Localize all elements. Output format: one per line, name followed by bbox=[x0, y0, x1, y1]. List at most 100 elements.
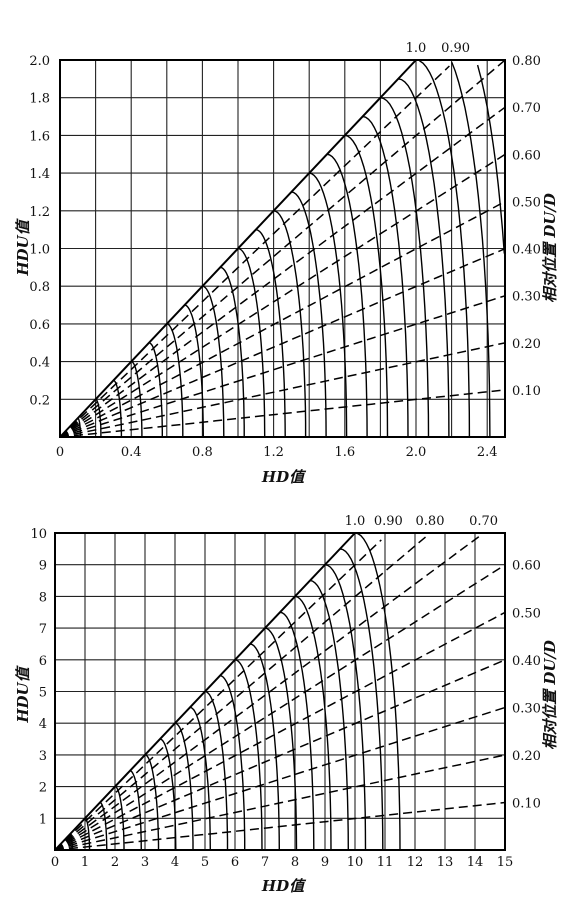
chart-2-solid-curve bbox=[234, 659, 263, 851]
chart-2-x-tick-label: 4 bbox=[171, 855, 179, 870]
chart-1-solid-curve bbox=[166, 323, 184, 437]
chart-1-solid-curve bbox=[362, 115, 409, 438]
chart-1-x-tick-label: 0.8 bbox=[192, 445, 213, 460]
chart-2-solid-curve bbox=[294, 595, 332, 851]
chart-2-solid-curve bbox=[279, 611, 315, 851]
chart-1-solid-curve bbox=[291, 191, 327, 438]
chart-1-x-tick-label: 1.2 bbox=[263, 445, 284, 460]
chart-2-y-tick-label: 10 bbox=[30, 527, 47, 542]
chart-2-solid-curve bbox=[264, 627, 298, 851]
chart-1-right-label: 0.50 bbox=[512, 195, 541, 210]
chart-2-dashed-curves bbox=[54, 533, 506, 851]
chart-1-x-tick-label: 0.4 bbox=[121, 445, 142, 460]
chart-2-y-tick-label: 5 bbox=[39, 686, 47, 701]
chart-2-y-tick-label: 2 bbox=[39, 781, 47, 796]
chart-2-x-tick-label: 6 bbox=[231, 855, 239, 870]
chart-2-y-tick-label: 9 bbox=[39, 559, 47, 574]
chart-2-y-tick-label: 6 bbox=[39, 654, 47, 669]
chart-2-solid-curve bbox=[324, 564, 367, 851]
chart-2-series-0.5 bbox=[54, 611, 506, 851]
chart-2-top-labels: 1.0 0.90 0.80 0.70 bbox=[345, 514, 498, 529]
chart-1-top-label: 1.0 bbox=[406, 41, 427, 56]
chart-2-solid-curve bbox=[219, 674, 246, 850]
chart-1-right-label: 0.20 bbox=[512, 337, 541, 352]
chart-2-ratio-1.0-line bbox=[54, 532, 356, 851]
chart-2-x-tick-label: 8 bbox=[291, 855, 299, 870]
chart-2-top-label: 1.0 bbox=[345, 514, 366, 529]
chart-2-solid-curve bbox=[129, 770, 142, 851]
chart-1-frame bbox=[59, 59, 506, 438]
chart-2-right-label: 0.40 bbox=[512, 654, 541, 669]
chart-1-y-tick-label: 2.0 bbox=[29, 54, 50, 69]
chart-2-solid-curve bbox=[114, 785, 125, 850]
chart-2-x-tick-label: 3 bbox=[141, 855, 149, 870]
chart-2-x-tick-label: 2 bbox=[111, 855, 119, 870]
chart-1-y-tick-label: 1.8 bbox=[29, 92, 50, 107]
chart-1-series-0.2 bbox=[59, 342, 506, 438]
chart-2-right-label: 0.30 bbox=[512, 701, 541, 716]
chart-2-x-tick-label: 9 bbox=[321, 855, 329, 870]
chart-1-y-tick-label: 1.6 bbox=[29, 129, 50, 144]
chart-2-solid-curve bbox=[84, 817, 91, 850]
chart-1-solid-curve bbox=[326, 153, 368, 438]
chart-2-x-tick-label: 15 bbox=[497, 855, 514, 870]
chart-1-plot-frame bbox=[59, 59, 506, 438]
chart-1-right-label: 0.80 bbox=[512, 54, 541, 69]
chart-2-solid-curve bbox=[189, 706, 211, 851]
chart-1-right-labels: 0.80 0.70 0.60 0.50 0.40 0.30 0.20 0.10 bbox=[512, 54, 541, 399]
chart-1-right-label: 0.60 bbox=[512, 148, 541, 163]
chart-2-right-label: 0.50 bbox=[512, 606, 541, 621]
chart-2-plot-frame bbox=[54, 532, 506, 851]
chart-2-y-tick-label: 4 bbox=[39, 717, 47, 732]
chart-1-series-0.5 bbox=[59, 200, 506, 438]
chart-2-x-tick-label: 5 bbox=[201, 855, 209, 870]
chart-2-x-tick-label: 7 bbox=[261, 855, 269, 870]
chart-1-x-tick-label: 1.6 bbox=[334, 445, 355, 460]
chart-1-solid-curve bbox=[344, 134, 389, 438]
chart-1-solid-curve bbox=[255, 229, 286, 438]
chart-1-y-tick-label: 0.6 bbox=[29, 318, 50, 333]
chart-1-solid-curve bbox=[451, 61, 491, 438]
chart-2-series-0.3 bbox=[54, 706, 506, 851]
chart-2-right-label: 0.10 bbox=[512, 796, 541, 811]
chart-2-x-tick-label: 11 bbox=[377, 855, 394, 870]
chart-1-series-0.1 bbox=[59, 389, 506, 438]
chart-2-x-tick-label: 1 bbox=[81, 855, 89, 870]
chart-2-solid-curve bbox=[159, 738, 177, 851]
chart-2-x-axis-label: HD值 bbox=[261, 877, 307, 895]
chart-2-solid-curve bbox=[339, 548, 384, 851]
chart-1-x-tick-label: 2.0 bbox=[406, 445, 427, 460]
chart-2-y2-axis-label: 相对位置 DU/D bbox=[541, 640, 559, 750]
chart-2-solid-curve bbox=[309, 579, 349, 851]
chart-1-right-label: 0.30 bbox=[512, 290, 541, 305]
chart-2-y-axis-label: HDU值 bbox=[14, 664, 32, 723]
chart-1-solid-curve bbox=[476, 64, 505, 254]
chart-2-frame bbox=[54, 532, 506, 851]
chart-2-series-0.9 bbox=[54, 539, 382, 851]
chart-1-top-label: 0.90 bbox=[441, 41, 470, 56]
chart-1-series-0.4 bbox=[59, 248, 506, 438]
chart-2-x-tick-label: 0 bbox=[51, 855, 59, 870]
chart-1-y-tick-label: 0.2 bbox=[29, 393, 50, 408]
chart-2-solid-curve bbox=[204, 690, 229, 850]
chart-1-solid-curve bbox=[184, 304, 204, 438]
chart-1-solid-curve bbox=[113, 379, 123, 437]
chart-1-solid-curve bbox=[202, 285, 225, 438]
chart-1-series-0.7 bbox=[59, 106, 506, 438]
chart-1-series-0.3 bbox=[59, 295, 506, 438]
chart-2-solid-curve bbox=[99, 801, 108, 851]
chart-2-series-0.4 bbox=[54, 659, 506, 851]
chart-2-solid-curve bbox=[249, 643, 280, 851]
chart-1-y-tick-label: 0.4 bbox=[29, 356, 50, 371]
chart-2-solid-curve bbox=[354, 532, 401, 851]
chart-1-solid-curve bbox=[380, 97, 430, 438]
chart-1-solid-curve bbox=[237, 247, 266, 438]
chart-2-solid-curve bbox=[174, 722, 194, 850]
chart-2-solid-curve bbox=[144, 754, 160, 850]
chart-2-x-tick-label: 10 bbox=[347, 855, 364, 870]
chart-2-top-label: 0.70 bbox=[469, 514, 498, 529]
chart-2-top-label: 0.90 bbox=[374, 514, 403, 529]
